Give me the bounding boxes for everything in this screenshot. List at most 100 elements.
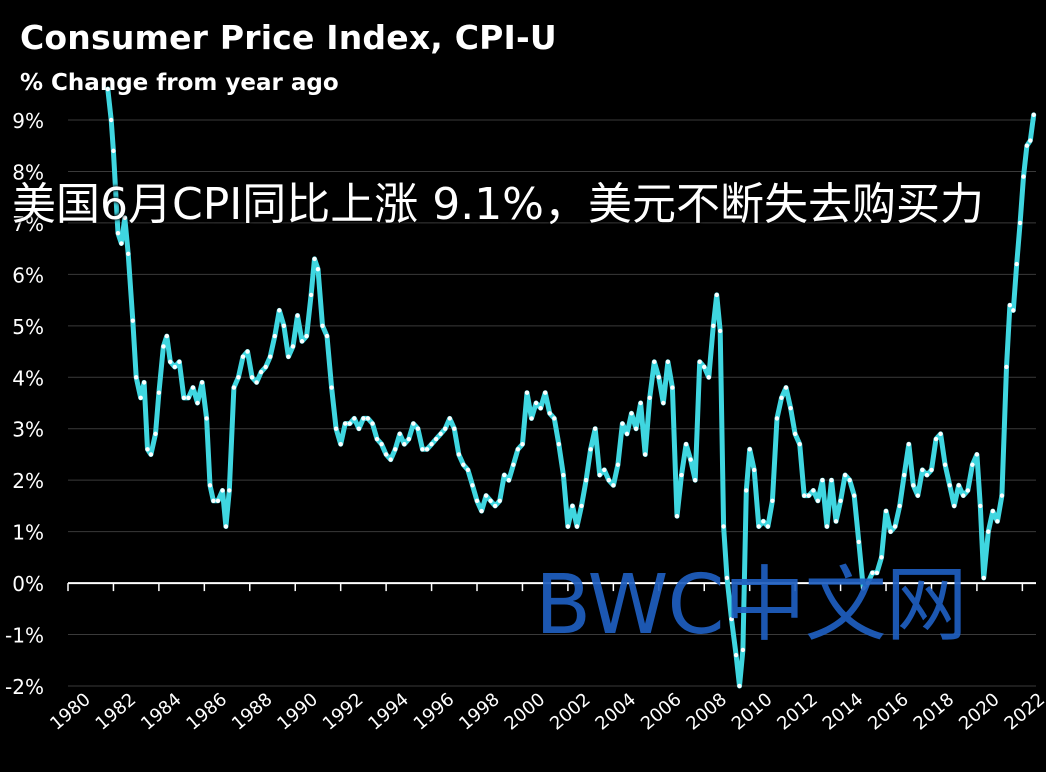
data-point	[115, 231, 121, 236]
data-point	[724, 575, 730, 581]
data-point	[177, 359, 182, 365]
data-point	[638, 400, 643, 406]
data-point	[153, 431, 158, 437]
data-point	[365, 416, 371, 421]
data-point	[752, 467, 757, 473]
data-point	[207, 483, 213, 488]
data-point	[999, 493, 1005, 498]
y-tick-label: 4%	[12, 366, 44, 390]
data-point	[792, 431, 798, 437]
x-tick-label: 2016	[864, 689, 913, 735]
cpi-series	[105, 86, 1037, 689]
data-point	[254, 380, 259, 385]
data-point	[629, 411, 634, 416]
data-point	[611, 483, 616, 488]
data-point	[552, 416, 557, 421]
data-point	[329, 385, 334, 390]
data-point	[642, 452, 648, 457]
data-point	[583, 477, 589, 483]
data-point	[556, 441, 562, 447]
chart-title: Consumer Price Index, CPI-U	[20, 18, 557, 57]
data-point	[172, 364, 177, 370]
x-tick-label: 1996	[410, 689, 459, 735]
data-point	[906, 441, 911, 447]
data-point	[227, 488, 232, 493]
data-point	[942, 462, 948, 467]
data-point	[897, 503, 902, 509]
data-point	[215, 498, 221, 503]
data-point	[290, 344, 296, 349]
x-tick-label: 2018	[910, 689, 959, 735]
data-point	[204, 416, 209, 421]
data-point	[138, 395, 143, 401]
data-point	[920, 467, 925, 473]
data-point	[929, 467, 934, 473]
data-point	[122, 215, 128, 220]
data-point	[277, 308, 282, 313]
data-point	[820, 477, 825, 483]
x-tick-label: 2010	[728, 689, 777, 735]
data-point	[565, 524, 571, 529]
data-point	[986, 529, 991, 534]
data-point	[706, 375, 711, 380]
data-point	[538, 405, 543, 411]
data-point	[883, 508, 889, 514]
x-tick-label: 2014	[819, 689, 868, 735]
x-tick-label: 1988	[228, 689, 277, 735]
x-tick-label: 2002	[546, 689, 595, 735]
data-point	[838, 498, 843, 503]
data-point	[515, 447, 521, 452]
data-point	[263, 364, 268, 370]
data-point	[411, 421, 416, 426]
data-point	[870, 570, 875, 575]
data-point	[497, 498, 502, 503]
data-point	[647, 395, 652, 401]
data-point	[1024, 143, 1030, 148]
data-point	[461, 462, 466, 467]
data-point	[852, 493, 857, 498]
data-point	[320, 323, 325, 329]
data-point	[483, 493, 489, 498]
data-point	[295, 313, 300, 318]
data-point	[717, 328, 723, 334]
data-point	[492, 503, 498, 509]
data-point	[511, 462, 516, 467]
data-point	[1011, 308, 1016, 313]
data-point	[195, 400, 200, 406]
x-tick-label: 1992	[319, 689, 368, 735]
data-point	[947, 483, 952, 488]
data-point	[956, 483, 961, 488]
data-point	[299, 339, 305, 344]
data-point	[186, 395, 191, 401]
data-point	[721, 524, 726, 529]
data-point	[697, 359, 702, 365]
data-point	[111, 148, 116, 154]
data-point	[161, 344, 166, 349]
data-point	[938, 431, 943, 437]
data-point	[892, 524, 898, 529]
data-point	[249, 375, 255, 380]
data-point	[356, 426, 362, 431]
data-point	[624, 431, 630, 437]
data-point	[148, 452, 154, 457]
data-point	[393, 447, 398, 452]
data-point	[788, 405, 793, 411]
data-point	[520, 441, 525, 447]
data-point	[592, 426, 598, 431]
data-point	[829, 477, 834, 483]
data-point	[1014, 261, 1019, 267]
data-point	[652, 359, 657, 365]
y-tick-label: 9%	[12, 109, 44, 133]
series-line-0	[105, 86, 1037, 689]
y-tick-label: 2%	[12, 469, 44, 493]
data-point	[688, 457, 693, 462]
data-point	[465, 467, 471, 473]
data-point	[933, 436, 939, 442]
data-point	[597, 472, 602, 478]
data-point	[561, 472, 566, 478]
data-point	[747, 447, 752, 452]
data-point	[474, 498, 480, 503]
data-point	[665, 359, 671, 365]
data-point	[231, 385, 237, 390]
